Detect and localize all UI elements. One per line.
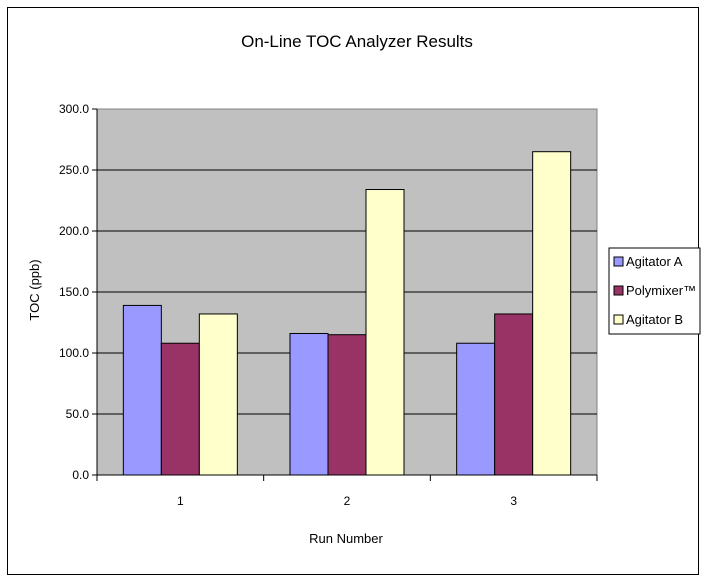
y-tick-label: 100.0 xyxy=(59,346,89,360)
x-axis-label: Run Number xyxy=(309,531,383,546)
bar-agitator-b-run-1 xyxy=(198,313,238,476)
bar-polymixer--run-1 xyxy=(160,342,200,476)
bars xyxy=(122,151,572,476)
legend-label: Agitator A xyxy=(626,254,683,269)
x-tick-label: 3 xyxy=(510,494,517,508)
y-tick-label: 200.0 xyxy=(59,224,89,238)
y-axis-label: TOC (ppb) xyxy=(27,259,42,320)
y-tick-label: 50.0 xyxy=(66,407,90,421)
legend-swatch xyxy=(613,256,624,267)
y-axis-ticks: 0.0 50.0 100.0 150.0 200.0 250.0 300.0 xyxy=(59,102,98,482)
bar-polymixer--run-3 xyxy=(494,313,534,476)
y-tick-label: 0.0 xyxy=(72,468,89,482)
legend-label: Agitator B xyxy=(626,312,683,327)
bar-agitator-a-run-3 xyxy=(456,342,496,476)
legend-label: Polymixer™ xyxy=(626,283,696,298)
bar-agitator-b-run-3 xyxy=(532,151,572,476)
chart-title: On-Line TOC Analyzer Results xyxy=(241,32,473,51)
bar-agitator-b-run-2 xyxy=(365,189,405,476)
bar-agitator-a-run-2 xyxy=(289,332,329,476)
legend-swatch xyxy=(613,285,624,296)
x-tick-label: 1 xyxy=(177,494,184,508)
y-tick-label: 150.0 xyxy=(59,285,89,299)
bar-polymixer--run-2 xyxy=(327,334,367,476)
legend: Agitator A Polymixer™ Agitator B xyxy=(608,247,701,335)
legend-box xyxy=(608,247,701,335)
y-tick-label: 250.0 xyxy=(59,163,89,177)
bar-agitator-a-run-1 xyxy=(122,304,162,476)
x-axis-ticks: 1 2 3 xyxy=(96,474,598,508)
legend-swatch xyxy=(613,314,624,325)
y-tick-label: 300.0 xyxy=(59,102,89,116)
x-tick-label: 2 xyxy=(344,494,351,508)
